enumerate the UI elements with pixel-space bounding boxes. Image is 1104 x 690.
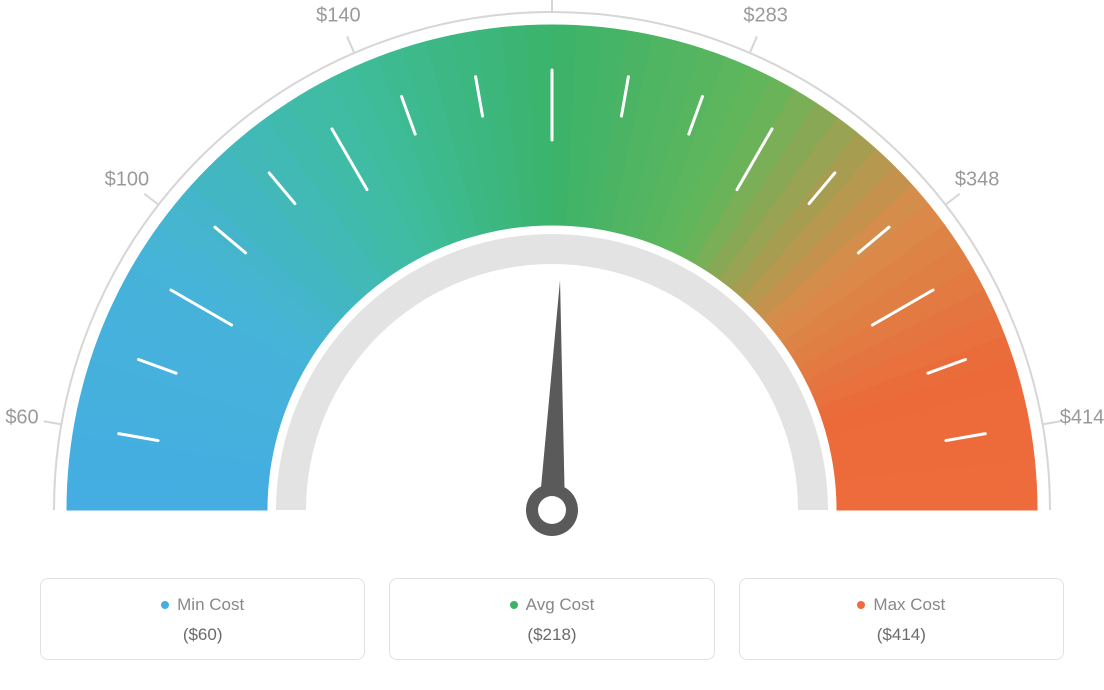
- legend-value-min: ($60): [41, 625, 364, 645]
- gauge-area: $60$100$140$218$283$348$414: [0, 0, 1104, 560]
- legend-value-max: ($414): [740, 625, 1063, 645]
- legend-dot-max: [857, 601, 865, 609]
- legend-title-max: Max Cost: [873, 595, 945, 615]
- legend-card-max: Max Cost ($414): [739, 578, 1064, 660]
- legend-title-wrap: Min Cost: [41, 595, 364, 615]
- gauge-svg: [0, 0, 1104, 560]
- gauge-tick-label: $414: [1060, 406, 1104, 429]
- legend-row: Min Cost ($60) Avg Cost ($218) Max Cost …: [40, 578, 1064, 660]
- legend-dot-avg: [510, 601, 518, 609]
- gauge-pivot-inner: [538, 496, 566, 524]
- legend-title-wrap: Avg Cost: [390, 595, 713, 615]
- legend-title-min: Min Cost: [177, 595, 244, 615]
- gauge-tick-label: $60: [5, 406, 38, 429]
- legend-card-min: Min Cost ($60): [40, 578, 365, 660]
- gauge-tick-label: $140: [316, 5, 361, 28]
- gauge-tick-label: $283: [743, 5, 788, 28]
- legend-card-avg: Avg Cost ($218): [389, 578, 714, 660]
- chart-container: $60$100$140$218$283$348$414 Min Cost ($6…: [0, 0, 1104, 690]
- legend-title-avg: Avg Cost: [526, 595, 595, 615]
- legend-value-avg: ($218): [390, 625, 713, 645]
- gauge-needle: [539, 280, 565, 510]
- gauge-tick-label: $100: [105, 169, 150, 192]
- legend-title-wrap: Max Cost: [740, 595, 1063, 615]
- gauge-tick-label: $348: [955, 169, 1000, 192]
- legend-dot-min: [161, 601, 169, 609]
